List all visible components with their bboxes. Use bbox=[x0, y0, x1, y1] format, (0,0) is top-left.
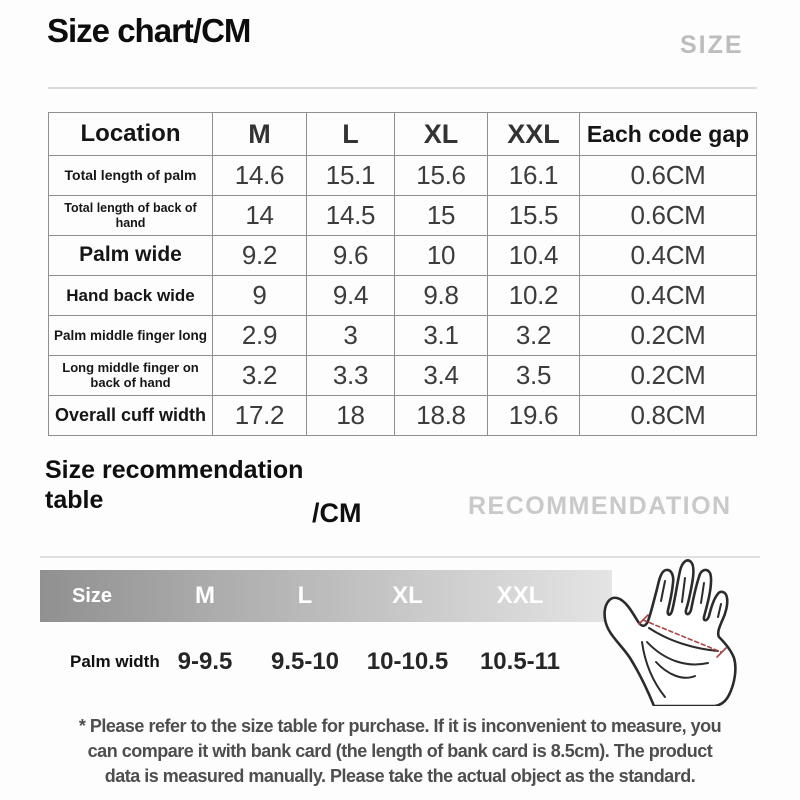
column-header-xl: XL bbox=[394, 112, 488, 156]
table-row: Total length of back of hand 14 14.5 15 … bbox=[48, 195, 757, 236]
palm-width-value: 10-10.5 bbox=[366, 648, 449, 675]
recommendation-header-bar: Size M L XL XXL bbox=[40, 570, 612, 622]
recommendation-watermark: RECOMMENDATION bbox=[468, 492, 732, 520]
palm-width-value: 9-9.5 bbox=[177, 648, 233, 675]
size-cell: 16.1 bbox=[487, 155, 580, 196]
section-divider bbox=[40, 556, 760, 558]
row-label: Total length of palm bbox=[48, 155, 213, 196]
size-cell: 3.2 bbox=[487, 315, 580, 356]
size-cell: 3 bbox=[306, 315, 395, 356]
gap-cell: 0.4CM bbox=[579, 275, 757, 316]
gap-cell: 0.4CM bbox=[579, 235, 757, 276]
size-cell: 9.6 bbox=[306, 235, 395, 276]
size-cell: 10.4 bbox=[487, 235, 580, 276]
row-label: Total length of back of hand bbox=[48, 195, 213, 236]
row-label: Overall cuff width bbox=[48, 395, 213, 436]
size-cell: 15.5 bbox=[487, 195, 580, 236]
size-cell: 14.5 bbox=[306, 195, 395, 236]
size-cell: 9.4 bbox=[306, 275, 395, 316]
gap-cell: 0.2CM bbox=[579, 315, 757, 356]
size-cell: 15.1 bbox=[306, 155, 395, 196]
palm-width-value: 10.5-11 bbox=[479, 648, 561, 675]
table-row: Long middle finger on back of hand 3.2 3… bbox=[48, 355, 757, 396]
rec-header-size: Size bbox=[72, 584, 113, 607]
page-title: Size chart/CM bbox=[47, 12, 251, 49]
size-cell: 19.6 bbox=[487, 395, 580, 436]
palm-width-value: 9.5-10 bbox=[270, 648, 340, 675]
gap-cell: 0.2CM bbox=[579, 355, 757, 396]
size-cell: 15.6 bbox=[394, 155, 488, 196]
size-chart-table: Location M L XL XXL Each code gap Total … bbox=[48, 112, 757, 436]
table-row: Palm wide 9.2 9.6 10 10.4 0.4CM bbox=[48, 235, 757, 276]
cm-unit-label: /CM bbox=[312, 498, 362, 528]
palm-width-measure-line bbox=[638, 614, 727, 658]
rec-header-xl: XL bbox=[392, 582, 423, 609]
size-cell: 3.1 bbox=[394, 315, 488, 356]
column-header-location: Location bbox=[48, 112, 213, 156]
recommendation-heading: Size recommendation table bbox=[45, 456, 304, 514]
size-cell: 9 bbox=[212, 275, 307, 316]
size-cell: 18.8 bbox=[394, 395, 488, 436]
palm-width-label: Palm width bbox=[70, 652, 160, 671]
palm-crease-lines bbox=[641, 627, 719, 698]
table-row: Overall cuff width 17.2 18 18.8 19.6 0.8… bbox=[48, 395, 757, 436]
size-cell: 3.4 bbox=[394, 355, 488, 396]
size-cell: 17.2 bbox=[212, 395, 307, 436]
size-cell: 3.5 bbox=[487, 355, 580, 396]
gap-cell: 0.6CM bbox=[579, 155, 757, 196]
gap-cell: 0.8CM bbox=[579, 395, 757, 436]
table-row: Hand back wide 9 9.4 9.8 10.2 0.4CM bbox=[48, 275, 757, 316]
rec-header-xxl: XXL bbox=[496, 582, 544, 609]
size-cell: 15 bbox=[394, 195, 488, 236]
rec-header-m: M bbox=[195, 582, 215, 609]
footnote: * Please refer to the size table for pur… bbox=[30, 714, 770, 789]
table-row: Total length of palm 14.6 15.1 15.6 16.1… bbox=[48, 155, 757, 196]
size-cell: 9.8 bbox=[394, 275, 488, 316]
row-label: Palm wide bbox=[48, 235, 213, 276]
column-header-m: M bbox=[212, 112, 307, 156]
column-header-xxl: XXL bbox=[487, 112, 580, 156]
size-cell: 2.9 bbox=[212, 315, 307, 356]
column-header-gap: Each code gap bbox=[579, 112, 757, 156]
footnote-line: * Please refer to the size table for pur… bbox=[78, 716, 722, 736]
size-watermark: SIZE bbox=[680, 31, 744, 59]
size-cell: 3.2 bbox=[212, 355, 307, 396]
footnote-line: data is measured manually. Please take t… bbox=[104, 766, 696, 786]
size-cell: 10 bbox=[394, 235, 488, 276]
row-label: Palm middle finger long bbox=[48, 315, 213, 356]
rec-header-l: L bbox=[297, 582, 313, 609]
size-cell: 9.2 bbox=[212, 235, 307, 276]
size-cell: 18 bbox=[306, 395, 395, 436]
hand-outline bbox=[603, 559, 737, 708]
title-divider bbox=[48, 87, 757, 89]
table-row: Palm middle finger long 2.9 3 3.1 3.2 0.… bbox=[48, 315, 757, 356]
size-cell: 10.2 bbox=[487, 275, 580, 316]
size-cell: 14.6 bbox=[212, 155, 307, 196]
finger-lines bbox=[660, 577, 722, 618]
palm-width-row: Palm width 9-9.5 9.5-10 10-10.5 10.5-11 bbox=[40, 638, 612, 686]
size-cell: 14 bbox=[212, 195, 307, 236]
table-header-row: Location M L XL XXL Each code gap bbox=[48, 112, 757, 156]
footnote-line: can compare it with bank card (the lengt… bbox=[87, 741, 713, 761]
column-header-l: L bbox=[306, 112, 395, 156]
row-label: Long middle finger on back of hand bbox=[48, 355, 213, 396]
size-cell: 3.3 bbox=[306, 355, 395, 396]
hand-illustration bbox=[592, 556, 778, 708]
row-label: Hand back wide bbox=[48, 275, 213, 316]
gap-cell: 0.6CM bbox=[579, 195, 757, 236]
